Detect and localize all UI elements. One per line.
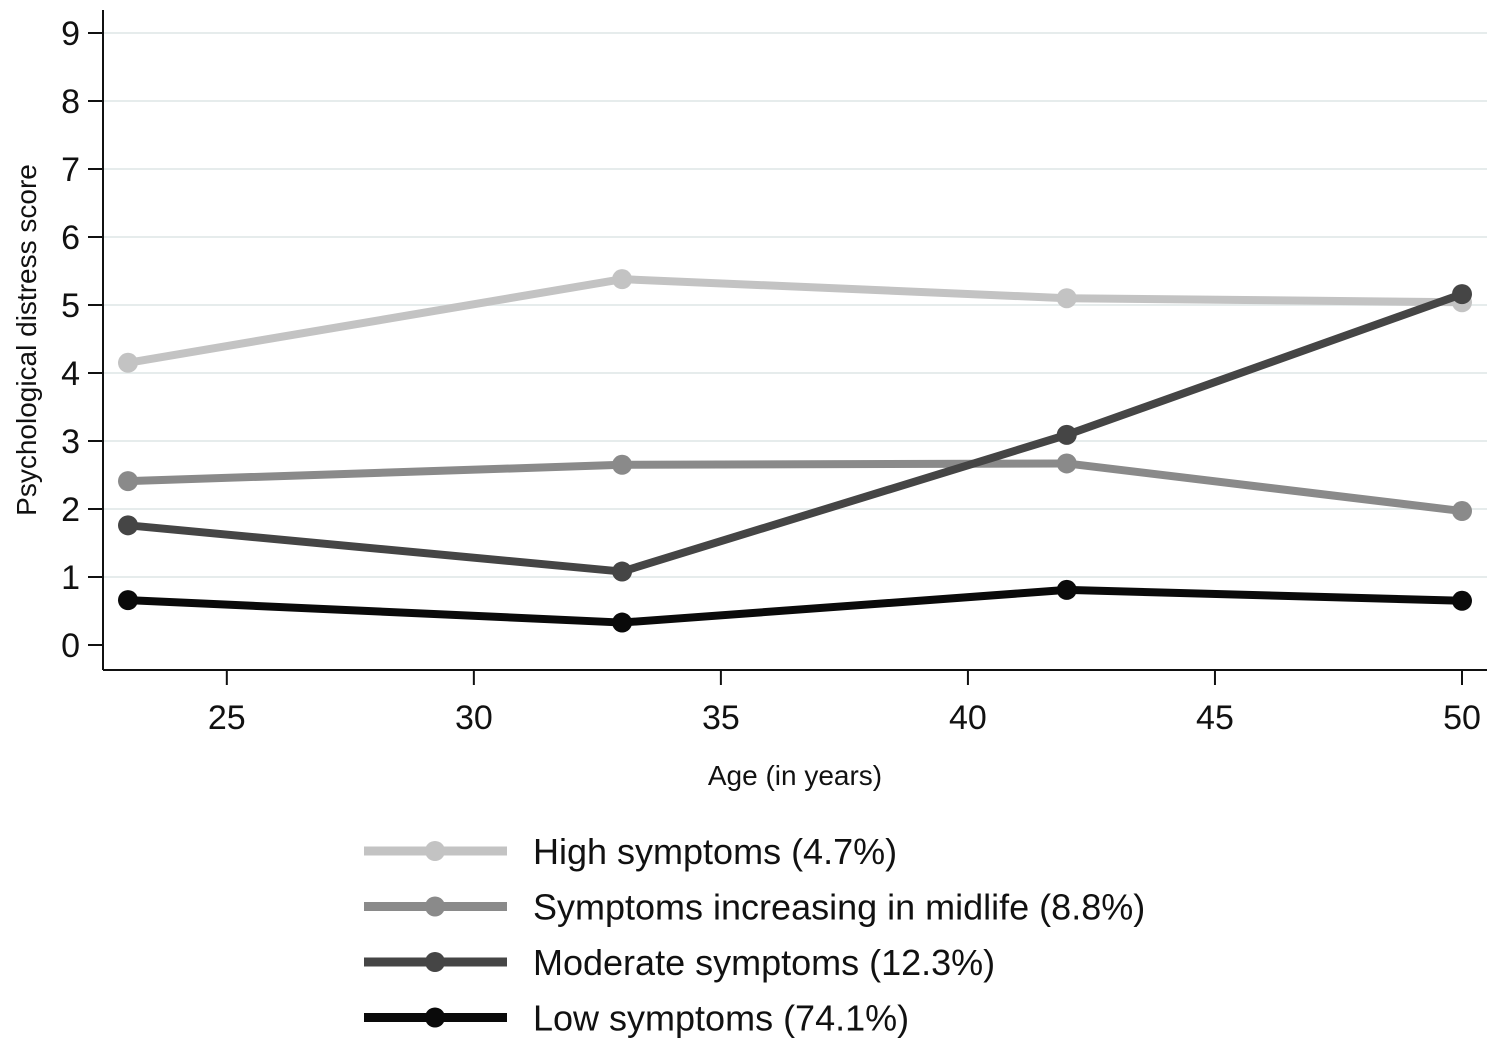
x-tick-label: 40 (949, 699, 987, 737)
y-tick-label: 3 (61, 423, 80, 461)
legend-item: Symptoms increasing in midlife (8.8%) (364, 887, 1145, 928)
y-tick-label: 7 (61, 151, 80, 189)
series-layer (118, 269, 1472, 633)
legend-swatch-marker (425, 952, 445, 972)
y-tick-label: 2 (61, 491, 80, 529)
y-tick-label: 9 (61, 15, 80, 53)
x-tick-label: 35 (702, 699, 740, 737)
legend-label: Low symptoms (74.1%) (533, 998, 909, 1039)
data-point (1452, 284, 1472, 305)
series-line (124, 275, 1466, 367)
legend-swatch-marker (425, 1007, 445, 1028)
legend-item: Low symptoms (74.1%) (364, 998, 909, 1039)
data-point (612, 454, 633, 475)
series-3 (118, 284, 1472, 582)
x-tick-label: 25 (208, 699, 246, 737)
data-point (1056, 424, 1077, 445)
series-line (124, 459, 1466, 516)
legend-item: Moderate symptoms (12.3%) (364, 942, 995, 983)
legend-label: High symptoms (4.7%) (533, 831, 897, 872)
data-point (612, 561, 633, 582)
data-point (1452, 501, 1472, 522)
legend-label: Moderate symptoms (12.3%) (533, 942, 995, 983)
data-point (1056, 453, 1077, 474)
y-tick-label: 8 (61, 83, 80, 121)
legend: High symptoms (4.7%) Symptoms increasing … (364, 831, 1145, 1039)
gridlines (104, 32, 1487, 578)
series-2 (118, 453, 1472, 522)
data-point (1056, 579, 1077, 600)
legend-item: High symptoms (4.7%) (364, 831, 897, 872)
series-4 (118, 579, 1472, 633)
y-tick-label: 4 (61, 355, 80, 393)
y-tick-label: 6 (61, 219, 80, 257)
data-point (118, 352, 138, 373)
data-point (612, 269, 633, 290)
legend-swatch-marker (425, 896, 445, 917)
data-point (118, 515, 138, 536)
series-1 (118, 269, 1472, 373)
y-axis-title: Psychological distress score (11, 164, 42, 516)
y-tick-label: 1 (61, 559, 80, 597)
x-tick-label: 30 (455, 699, 493, 737)
legend-swatch-marker (425, 841, 445, 861)
data-point (1056, 288, 1077, 309)
legend-label: Symptoms increasing in midlife (8.8%) (533, 887, 1145, 928)
data-point (118, 590, 138, 611)
x-axis-ticks: 25 30 35 40 45 50 (208, 670, 1481, 737)
y-axis-ticks: 0 1 2 3 4 5 6 7 8 9 (61, 15, 103, 665)
data-point (612, 612, 633, 633)
x-axis-title: Age (in years) (708, 760, 882, 791)
data-point (118, 471, 138, 492)
series-line (124, 290, 1466, 576)
series-line (124, 585, 1466, 627)
y-tick-label: 5 (61, 287, 80, 325)
x-tick-label: 50 (1443, 699, 1481, 737)
axes (102, 10, 1487, 671)
y-tick-label: 0 (61, 627, 80, 665)
x-tick-label: 45 (1196, 699, 1234, 737)
data-point (1452, 590, 1472, 611)
